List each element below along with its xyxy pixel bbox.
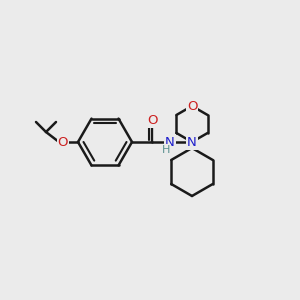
Text: N: N	[187, 136, 197, 148]
Text: O: O	[187, 100, 197, 112]
Text: O: O	[58, 136, 68, 148]
Text: O: O	[148, 113, 158, 127]
Text: H: H	[162, 145, 170, 155]
Text: N: N	[165, 136, 175, 148]
